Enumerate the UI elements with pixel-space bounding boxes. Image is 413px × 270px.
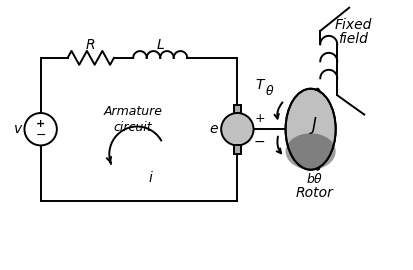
Bar	[233, 104, 241, 113]
Bar	[233, 146, 241, 154]
Text: Fixed: Fixed	[335, 18, 372, 32]
Text: L: L	[157, 38, 164, 52]
Text: e: e	[209, 122, 218, 136]
Text: field: field	[338, 32, 368, 46]
Text: Rotor: Rotor	[296, 186, 333, 200]
Text: +: +	[36, 119, 45, 129]
Text: v: v	[14, 122, 22, 136]
Text: $b\dot{\theta}$: $b\dot{\theta}$	[306, 170, 323, 187]
Text: −: −	[36, 129, 46, 142]
Text: circuit: circuit	[114, 121, 152, 134]
Text: Armature: Armature	[104, 105, 163, 118]
Circle shape	[24, 113, 57, 146]
Text: i: i	[149, 171, 152, 185]
Text: $\theta$: $\theta$	[265, 84, 275, 98]
Text: R: R	[86, 38, 95, 52]
Text: T: T	[256, 78, 264, 92]
Ellipse shape	[311, 89, 324, 170]
Text: −: −	[254, 134, 266, 149]
Text: +: +	[254, 112, 265, 125]
Circle shape	[221, 113, 254, 146]
Ellipse shape	[285, 133, 336, 170]
Ellipse shape	[285, 89, 336, 170]
Text: J: J	[311, 116, 316, 134]
